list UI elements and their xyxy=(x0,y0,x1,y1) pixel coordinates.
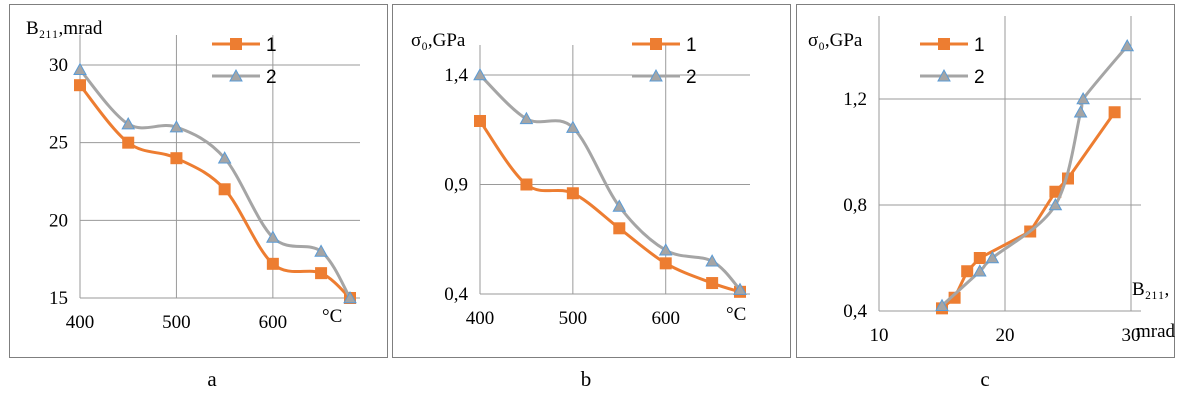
panel-a-series-1-point-1 xyxy=(122,137,134,149)
panel-c-xtick-0: 10 xyxy=(870,325,889,346)
panel-c-xlabel-line2: mrad xyxy=(1136,321,1176,342)
panel-a-series-1-point-5 xyxy=(315,267,327,279)
panel-c-series-1-point-3 xyxy=(974,252,986,264)
panel-b-series-1-point-4 xyxy=(660,257,672,269)
panel-c-ytick-1: 0,8 xyxy=(843,195,867,216)
panel-b-xtick-2: 600 xyxy=(651,308,680,329)
panel-a-ytick-0: 15 xyxy=(49,288,68,309)
panel-c-caption: c xyxy=(980,367,989,391)
panel-b-legend-marker-1 xyxy=(650,38,662,50)
panel-b-series-1-point-3 xyxy=(613,222,625,234)
panel-b-legend-label-1: 1 xyxy=(686,35,697,56)
panel-a-ytick-1: 20 xyxy=(49,210,68,231)
panel-b-series-1-point-1 xyxy=(520,179,532,191)
panel-c-ytick-0: 0,4 xyxy=(843,301,867,322)
panel-c-xlabel-line1: B₂₁₁, xyxy=(1132,279,1169,300)
panel-c-legend-label-2: 2 xyxy=(974,67,985,88)
panel-b-xlabel: °C xyxy=(726,304,746,325)
panel-b-legend-label-2: 2 xyxy=(686,67,697,88)
panel-a-ytick-2: 25 xyxy=(49,133,68,154)
panel-a-xlabel: °C xyxy=(322,306,342,327)
panel-a-series-1-point-3 xyxy=(219,183,231,195)
panel-b-xtick-0: 400 xyxy=(466,308,495,329)
panel-c-legend-marker-1 xyxy=(938,38,950,50)
panel-c-series-1-point-7 xyxy=(1109,106,1121,118)
panel-b-xtick-1: 500 xyxy=(559,308,588,329)
panel-a-ylabel: B₂₁₁,mrad xyxy=(26,18,103,39)
panel-b-ytick-2: 1,4 xyxy=(444,65,468,86)
panel-c-xtick-1: 20 xyxy=(996,325,1015,346)
panel-c-ytick-2: 1,2 xyxy=(843,89,867,110)
panel-b-series-1-point-2 xyxy=(567,187,579,199)
panel-c-legend-label-1: 1 xyxy=(974,35,985,56)
panel-c-series-1-point-2 xyxy=(961,265,973,277)
panel-a-series-1-point-4 xyxy=(267,258,279,270)
panel-a-caption: a xyxy=(207,367,217,391)
panel-b-ytick-1: 0,9 xyxy=(444,175,468,196)
panel-a-legend-label-2: 2 xyxy=(266,67,277,88)
panel-a-legend-marker-1 xyxy=(230,38,242,50)
panel-a-xtick-2: 600 xyxy=(259,312,288,333)
panel-a-series-1-point-0 xyxy=(74,79,86,91)
panel-a-xtick-1: 500 xyxy=(162,312,191,333)
panel-b-series-1-point-5 xyxy=(706,277,718,289)
panel-b-caption: b xyxy=(581,367,592,391)
panel-b-ytick-0: 0,4 xyxy=(444,284,468,305)
panel-a-legend-label-1: 1 xyxy=(266,35,277,56)
panel-b-series-1-point-0 xyxy=(474,115,486,127)
panel-a-ytick-3: 30 xyxy=(49,55,68,76)
panel-a-xtick-0: 400 xyxy=(66,312,95,333)
panel-c-ylabel: σ₀,GPa xyxy=(808,30,863,51)
panel-b-ylabel: σ₀,GPa xyxy=(411,30,466,51)
panel-a-series-1-point-2 xyxy=(170,152,182,164)
